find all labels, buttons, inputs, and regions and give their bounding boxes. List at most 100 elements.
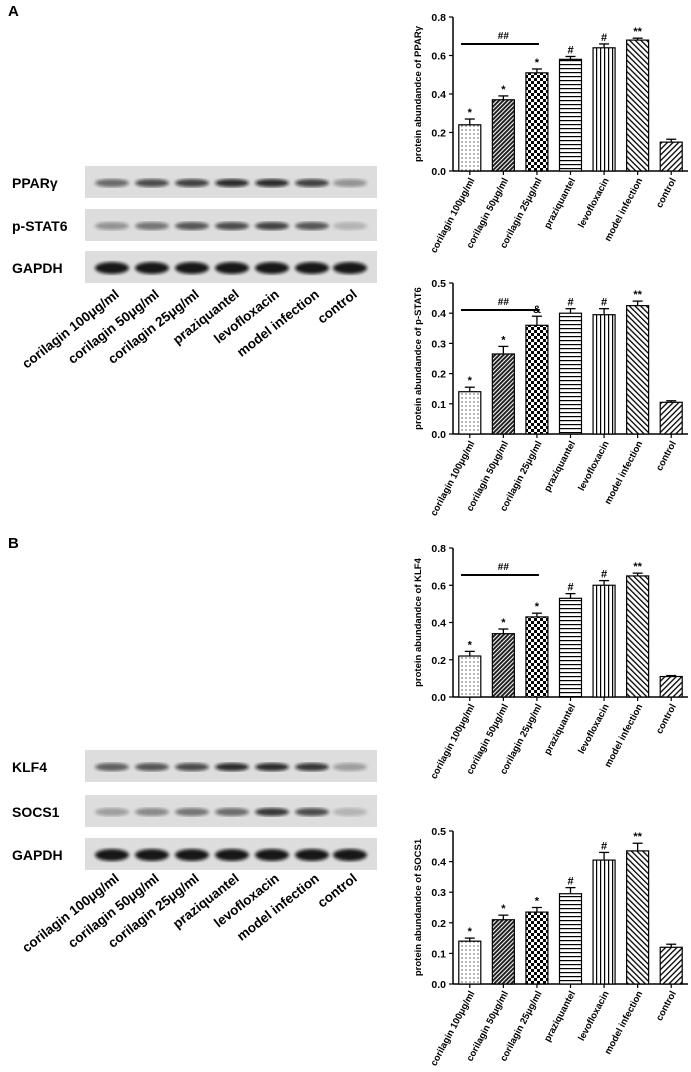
bracket-label: ## (498, 297, 510, 308)
y-tick-label: 0.6 (431, 51, 446, 63)
y-axis-label: protein abundandce of p-STAT6 (413, 287, 424, 430)
bar (659, 946, 683, 985)
bar (458, 391, 482, 435)
bar (491, 99, 515, 172)
blot-band (175, 262, 209, 274)
bar (659, 401, 683, 435)
bar (525, 616, 549, 698)
bar (626, 575, 650, 698)
blot-band (295, 808, 329, 816)
blot-row-label: PPARγ (12, 175, 58, 191)
bar (458, 124, 482, 172)
significance-label: * (535, 601, 540, 613)
blot-band (333, 179, 367, 187)
y-tick-label: 0.2 (431, 655, 446, 667)
lane-label: control (315, 287, 360, 327)
blot-band (95, 179, 129, 187)
x-tick-label: levofloxacin (576, 989, 612, 1043)
blot-band (175, 808, 209, 816)
x-tick-label: control (654, 439, 679, 473)
significance-label: * (468, 107, 473, 119)
y-tick-label: 0.2 (431, 128, 446, 140)
blot-row-label: p-STAT6 (12, 218, 68, 234)
bar (659, 141, 683, 172)
y-axis-label: protein abundandce of PPARγ (413, 25, 424, 162)
y-tick-label: 0.1 (431, 948, 446, 960)
bar (525, 72, 549, 172)
y-tick-label: 0.4 (431, 618, 446, 630)
bar (525, 911, 549, 985)
bar (558, 597, 583, 698)
blot-band (215, 262, 249, 274)
x-tick-label: praziquantel (542, 439, 578, 494)
panel-label: A (8, 3, 19, 20)
y-tick-label: 0.2 (431, 918, 446, 930)
bar (458, 655, 482, 698)
y-axis-label: protein abundandce of KLF4 (413, 557, 424, 686)
y-tick-label: 0.6 (431, 580, 446, 592)
blot-band (95, 222, 129, 230)
blot-band (295, 179, 329, 187)
significance-label: ** (633, 831, 642, 843)
y-tick-label: 0.4 (431, 308, 446, 320)
blot-band (135, 808, 169, 816)
y-tick-label: 0.0 (431, 166, 446, 178)
x-tick-label: praziquantel (542, 702, 578, 757)
significance-label: # (601, 840, 607, 852)
significance-label: ** (633, 26, 642, 38)
blot-band (175, 849, 209, 861)
blot-band (255, 179, 289, 187)
y-tick-label: 0.0 (431, 692, 446, 704)
blot-band (95, 849, 129, 861)
significance-label: # (601, 569, 607, 581)
x-tick-label: praziquantel (542, 176, 578, 231)
blot-row-label: KLF4 (12, 759, 47, 775)
y-tick-label: 0.3 (431, 338, 446, 350)
blot-band (295, 222, 329, 230)
bar (491, 353, 515, 435)
bar (558, 58, 583, 172)
blot-band (333, 763, 367, 771)
significance-label: * (468, 375, 473, 387)
y-tick-label: 0.8 (431, 12, 446, 24)
bracket-label: ## (498, 31, 510, 42)
x-tick-label: levofloxacin (576, 702, 612, 756)
blot-row-label: GAPDH (12, 847, 63, 863)
bar (659, 675, 683, 698)
significance-label: * (468, 926, 473, 938)
blot-band (135, 179, 169, 187)
bar (491, 633, 515, 698)
bar (525, 324, 549, 435)
y-axis-label: protein abundandce of SOCS1 (413, 838, 424, 976)
significance-label: # (601, 32, 607, 44)
bar (626, 39, 650, 172)
significance-label: * (535, 57, 540, 69)
significance-label: # (567, 297, 573, 309)
y-tick-label: 0.3 (431, 887, 446, 899)
blot-band (135, 849, 169, 861)
y-tick-label: 0.2 (431, 369, 446, 381)
significance-label: # (567, 582, 573, 594)
blot-band (135, 262, 169, 274)
blot-band (175, 763, 209, 771)
blot-band (215, 849, 249, 861)
blot-band (333, 262, 367, 274)
y-tick-label: 0.5 (431, 826, 446, 838)
blot-band (333, 808, 367, 816)
significance-label: * (468, 639, 473, 651)
blot-band (95, 763, 129, 771)
blot-band (175, 222, 209, 230)
significance-label: * (535, 896, 540, 908)
significance-label: # (567, 876, 573, 888)
blot-band (255, 849, 289, 861)
significance-label: # (567, 44, 573, 56)
y-tick-label: 0.0 (431, 979, 446, 991)
panel-label: B (8, 535, 19, 552)
significance-label: * (501, 903, 506, 915)
x-tick-label: control (654, 702, 679, 736)
x-tick-label: levofloxacin (576, 439, 612, 493)
blot-band (215, 763, 249, 771)
significance-label: * (501, 334, 506, 346)
y-tick-label: 0.1 (431, 399, 446, 411)
blot-band (295, 262, 329, 274)
